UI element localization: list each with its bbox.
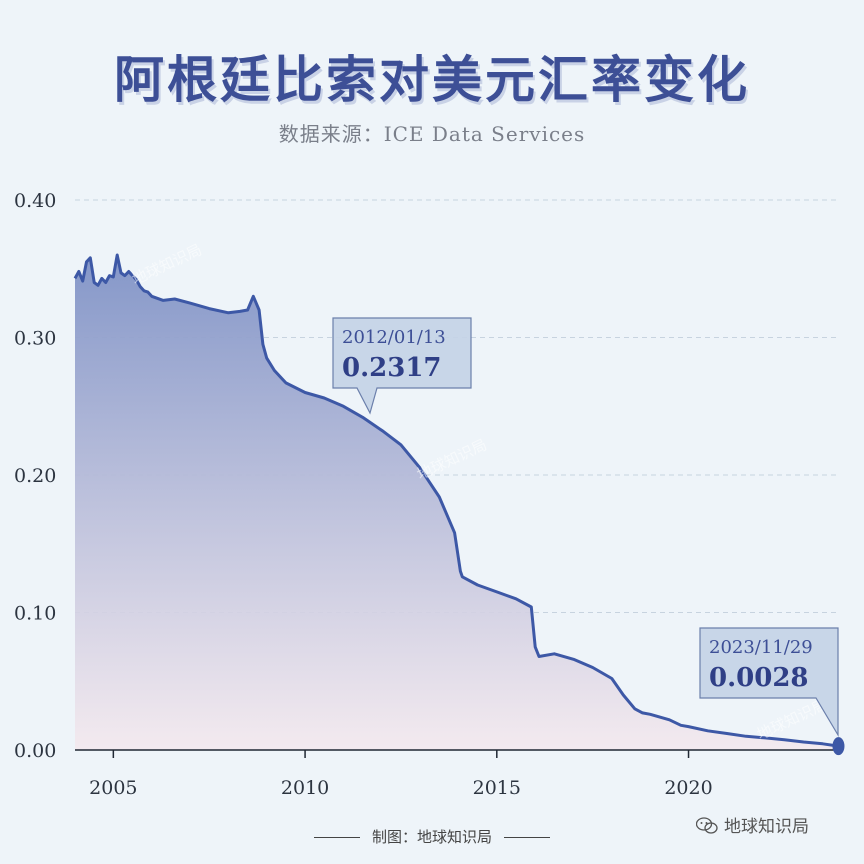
annotation-value: 0.2317: [342, 353, 442, 383]
watermark-text: 地球知识局: [414, 436, 490, 484]
y-tick-label: 0.10: [14, 603, 56, 625]
footer-rule-right: [504, 837, 550, 838]
wechat-icon: [696, 817, 718, 834]
y-tick-label: 0.30: [14, 328, 56, 350]
annotation-callout: [332, 317, 472, 415]
footer-credit: 制图：地球知识局: [0, 826, 864, 847]
endpoint-marker: [832, 737, 845, 756]
x-tick-label: 2020: [664, 777, 712, 799]
footer-credit-text: 制图：地球知识局: [371, 828, 492, 846]
footer-rule-left: [313, 837, 360, 838]
watermark-text: 地球知识局: [129, 241, 205, 289]
brand-mark: 地球知识局: [696, 812, 809, 837]
brand-name: 地球知识局: [724, 817, 809, 837]
page-title: 阿根廷比索对美元汇率变化: [114, 51, 750, 109]
x-tick-label: 2010: [281, 777, 329, 799]
x-tick-label: 2005: [89, 777, 137, 799]
annotation-date: 2012/01/13: [342, 327, 446, 348]
annotation-value: 0.0028: [709, 663, 809, 693]
area-fill: [75, 255, 839, 750]
x-tick-label: 2015: [473, 777, 521, 799]
y-tick-label: 0.40: [14, 190, 56, 212]
series-line: [73, 253, 839, 748]
y-tick-label: 0.00: [14, 740, 56, 762]
y-tick-label: 0.20: [14, 465, 56, 487]
data-source-subtitle: 数据来源：ICE Data Services: [278, 122, 586, 146]
annotation-callout: [699, 627, 839, 738]
annotation-date: 2023/11/29: [709, 637, 813, 658]
